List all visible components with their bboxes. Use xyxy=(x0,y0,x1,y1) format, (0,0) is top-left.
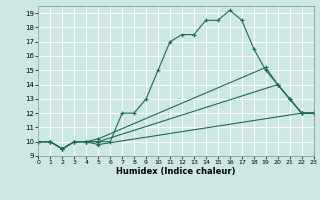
X-axis label: Humidex (Indice chaleur): Humidex (Indice chaleur) xyxy=(116,167,236,176)
